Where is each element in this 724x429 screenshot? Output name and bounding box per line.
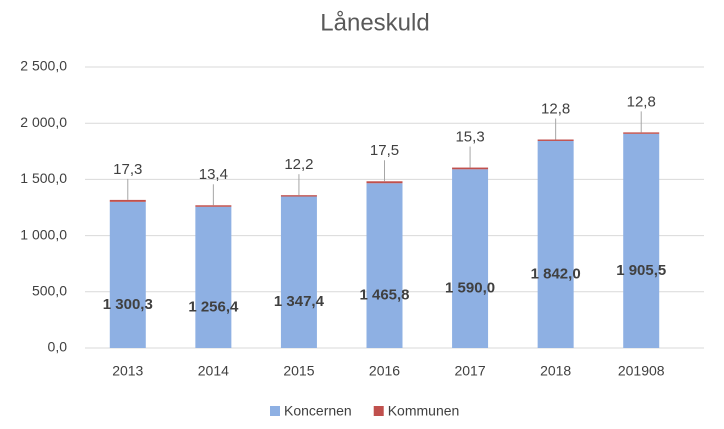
y-tick-label: 1 000,0 — [20, 226, 67, 242]
chart-title: Låneskuld — [320, 9, 429, 36]
x-tick-label: 2017 — [454, 363, 485, 379]
bar-segment — [366, 183, 403, 348]
data-label: 15,3 — [455, 129, 484, 146]
data-label: 1 300,3 — [103, 296, 153, 313]
legend-swatch — [373, 406, 384, 416]
y-tick-label: 1 500,0 — [20, 170, 67, 186]
bar-segment — [452, 167, 489, 170]
y-tick-label: 2 500,0 — [20, 58, 67, 74]
bar-segment — [280, 196, 317, 348]
data-label: 13,4 — [199, 166, 228, 183]
data-label: 1 256,4 — [188, 298, 239, 315]
data-label: 1 465,8 — [359, 287, 409, 304]
y-tick-label: 500,0 — [32, 283, 67, 299]
legend-label: Koncernen — [284, 403, 352, 419]
data-label: 1 842,0 — [531, 265, 581, 282]
bar-segment — [366, 181, 403, 184]
x-tick-label: 2018 — [540, 363, 571, 379]
y-tick-label: 2 000,0 — [20, 114, 67, 130]
x-tick-label: 2014 — [198, 363, 229, 379]
bar-segment — [537, 139, 574, 141]
data-label: 12,8 — [627, 93, 656, 110]
bar-segment — [623, 133, 660, 348]
data-label: 1 905,5 — [616, 262, 666, 279]
data-label: 1 590,0 — [445, 280, 495, 297]
bar-segment — [109, 201, 146, 348]
legend-swatch — [270, 406, 280, 416]
data-label: 12,2 — [284, 156, 313, 173]
x-tick-label: 201908 — [618, 363, 665, 379]
legend-label: Kommunen — [388, 403, 460, 419]
x-tick-label: 2015 — [283, 363, 314, 379]
data-label: 1 347,4 — [274, 293, 325, 310]
bar-segment — [109, 199, 146, 202]
data-label: 17,5 — [370, 142, 399, 159]
y-tick-label: 0,0 — [48, 339, 68, 355]
data-label: 17,3 — [113, 161, 142, 178]
bar-segment — [452, 169, 489, 348]
bar-segment — [623, 132, 660, 134]
bar-segment — [195, 205, 232, 207]
bar-segment — [537, 140, 574, 348]
x-tick-label: 2016 — [369, 363, 400, 379]
bar-segment — [195, 206, 232, 348]
bar-segment — [280, 195, 317, 197]
data-label: 12,8 — [541, 100, 570, 117]
x-tick-label: 2013 — [112, 363, 143, 379]
